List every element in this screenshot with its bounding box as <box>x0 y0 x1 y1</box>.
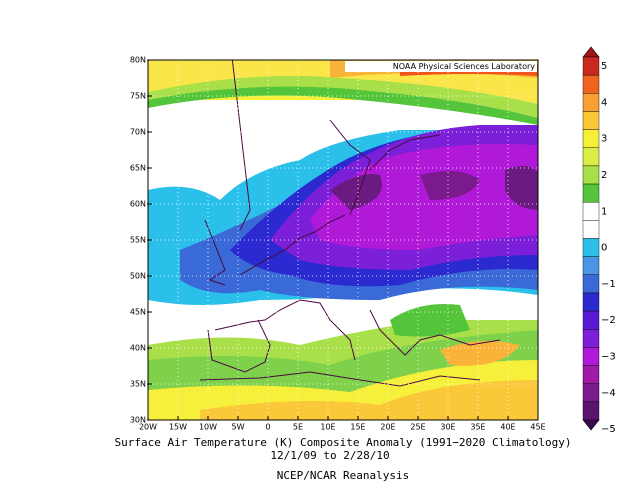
lon-label: 10W <box>199 423 217 432</box>
colorbar-band <box>582 129 600 148</box>
lon-label: 5W <box>232 423 245 432</box>
colorbar-band <box>582 401 600 421</box>
lon-label: 10E <box>320 423 335 432</box>
lat-label: 30N <box>130 416 146 425</box>
lon-label: 45E <box>530 423 545 432</box>
caption-dates: 12/1/09 to 2/28/10 <box>270 449 389 462</box>
colorbar-band <box>582 201 600 221</box>
lon-label: 30E <box>440 423 455 432</box>
lat-label: 80N <box>130 56 146 65</box>
lat-label: 55N <box>130 236 146 245</box>
colorbar-band <box>582 238 600 257</box>
lon-label: 0 <box>265 423 270 432</box>
lat-label: 35N <box>130 380 146 389</box>
colorbar-band <box>582 74 600 94</box>
lat-label: 60N <box>130 200 146 209</box>
colorbar-band <box>582 365 600 384</box>
colorbar: 5 4 3 2 1 0 −1 −2 −3 −4 −5 <box>582 46 616 435</box>
colorbar-label: 5 <box>601 61 607 72</box>
colorbar-band <box>582 165 600 185</box>
caption-title: Surface Air Temperature (K) Composite An… <box>115 436 572 449</box>
colorbar-band <box>582 111 600 130</box>
colorbar-tip <box>582 46 600 58</box>
colorbar-label: 4 <box>601 97 607 108</box>
lat-label: 50N <box>130 272 146 281</box>
colorbar-band <box>582 274 600 294</box>
colorbar-band <box>582 347 600 366</box>
colorbar-band <box>582 220 600 239</box>
colorbar-label: 1 <box>601 206 607 217</box>
lon-label: 20W <box>139 423 157 432</box>
colorbar-label: −4 <box>601 388 616 399</box>
lon-label: 5E <box>293 423 303 432</box>
credit-box <box>345 61 537 72</box>
colorbar-band <box>582 310 600 330</box>
credit: NOAA Physical Sciences Laboratory <box>393 62 536 71</box>
coastlines <box>199 60 501 387</box>
lat-label: 65N <box>130 164 146 173</box>
colorbar-band <box>582 256 600 275</box>
lon-label: 15W <box>169 423 187 432</box>
colorbar-band <box>582 292 600 312</box>
lon-label: 35E <box>470 423 485 432</box>
colorbar-band <box>582 383 600 403</box>
colorbar-band <box>582 329 600 348</box>
colorbar-label: −1 <box>601 279 616 290</box>
colorbar-label: 3 <box>601 134 607 145</box>
colorbar-band <box>582 56 600 76</box>
lon-label: 40E <box>500 423 515 432</box>
caption-source: NCEP/NCAR Reanalysis <box>277 469 409 482</box>
colorbar-band <box>582 147 600 167</box>
graticule <box>148 60 538 420</box>
colorbar-label: 2 <box>601 170 607 181</box>
lat-label: 40N <box>130 344 146 353</box>
lon-label: 15E <box>350 423 365 432</box>
colorbar-label: 0 <box>601 243 607 254</box>
colorbar-band <box>582 93 600 112</box>
colorbar-label: −3 <box>601 351 616 362</box>
colorbar-tip <box>582 419 600 431</box>
colorbar-label: −5 <box>601 424 616 435</box>
lat-label: 75N <box>130 92 146 101</box>
colorbar-label: −2 <box>601 315 616 326</box>
lon-label: 20E <box>380 423 395 432</box>
lat-label: 70N <box>130 128 146 137</box>
colorbar-band <box>582 183 600 203</box>
lon-label: 25E <box>410 423 425 432</box>
lat-label: 45N <box>130 308 146 317</box>
